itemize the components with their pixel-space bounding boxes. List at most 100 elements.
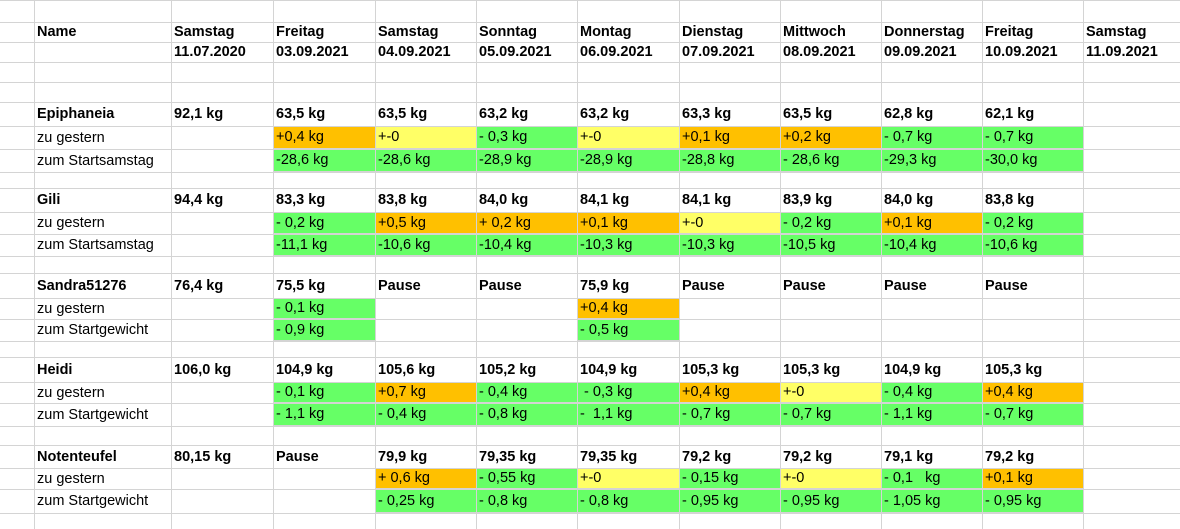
table-cell[interactable]: +0,1 kg bbox=[680, 127, 781, 149]
table-cell[interactable] bbox=[172, 469, 274, 489]
table-cell[interactable]: 84,1 kg bbox=[580, 192, 630, 209]
table-cell[interactable]: - 0,3 kg bbox=[578, 383, 680, 403]
table-cell[interactable]: - 28,6 kg bbox=[781, 150, 882, 172]
table-cell[interactable] bbox=[376, 320, 477, 341]
table-cell[interactable]: -28,6 kg bbox=[376, 150, 477, 172]
table-cell[interactable]: -10,3 kg bbox=[578, 235, 680, 256]
table-cell[interactable]: + 0,6 kg bbox=[376, 469, 477, 489]
row-label-cell[interactable]: zu gestern bbox=[37, 470, 105, 487]
table-cell[interactable]: -28,8 kg bbox=[680, 150, 781, 172]
table-cell[interactable]: 104,9 kg bbox=[580, 361, 638, 378]
table-cell[interactable]: - 0,95 kg bbox=[781, 490, 882, 513]
table-cell[interactable]: - 0,95 kg bbox=[983, 490, 1084, 513]
table-cell[interactable]: - 0,9 kg bbox=[274, 320, 376, 341]
table-cell[interactable]: -28,9 kg bbox=[477, 150, 578, 172]
table-cell[interactable] bbox=[274, 490, 376, 513]
table-cell[interactable]: 09.09.2021 bbox=[884, 44, 957, 61]
table-cell[interactable]: -30,0 kg bbox=[983, 150, 1084, 172]
table-cell[interactable]: - 1,1 kg bbox=[578, 404, 680, 426]
table-cell[interactable]: Pause bbox=[783, 277, 826, 294]
row-label-cell[interactable]: zu gestern bbox=[37, 129, 105, 146]
table-cell[interactable]: 84,1 kg bbox=[682, 192, 732, 209]
table-cell[interactable]: - 0,7 kg bbox=[983, 127, 1084, 149]
table-cell[interactable]: +0,1 kg bbox=[983, 469, 1084, 489]
table-cell[interactable]: Dienstag bbox=[682, 24, 744, 41]
row-label-cell[interactable]: zu gestern bbox=[37, 300, 105, 317]
table-cell[interactable]: - 0,1 kg bbox=[274, 299, 376, 319]
table-cell[interactable] bbox=[477, 299, 578, 319]
table-cell[interactable]: - 0,7 kg bbox=[781, 404, 882, 426]
table-cell[interactable]: 92,1 kg bbox=[174, 106, 224, 123]
table-cell[interactable] bbox=[172, 320, 274, 341]
table-cell[interactable]: 80,15 kg bbox=[174, 448, 232, 465]
row-label-cell[interactable]: zum Startsamstag bbox=[37, 237, 154, 254]
table-cell[interactable]: 84,0 kg bbox=[479, 192, 529, 209]
table-cell[interactable]: +-0 bbox=[578, 469, 680, 489]
table-cell[interactable]: - 0,55 kg bbox=[477, 469, 578, 489]
table-cell[interactable]: +-0 bbox=[680, 213, 781, 234]
table-cell[interactable]: 63,5 kg bbox=[378, 106, 428, 123]
table-cell[interactable]: 83,8 kg bbox=[985, 192, 1035, 209]
table-cell[interactable]: +0,5 kg bbox=[376, 213, 477, 234]
table-cell[interactable]: 11.09.2021 bbox=[1086, 44, 1158, 61]
table-cell[interactable]: - 0,4 kg bbox=[376, 404, 477, 426]
row-label-cell[interactable]: Epiphaneia bbox=[37, 106, 115, 123]
table-cell[interactable]: - 0,2 kg bbox=[983, 213, 1084, 234]
table-cell[interactable]: - 0,7 kg bbox=[680, 404, 781, 426]
table-cell[interactable]: 106,0 kg bbox=[174, 361, 232, 378]
table-cell[interactable]: - 0,1 kg bbox=[274, 383, 376, 403]
table-cell[interactable]: -10,5 kg bbox=[781, 235, 882, 256]
table-cell[interactable]: 79,2 kg bbox=[985, 448, 1035, 465]
table-cell[interactable]: 08.09.2021 bbox=[783, 44, 856, 61]
table-cell[interactable]: Pause bbox=[985, 277, 1028, 294]
table-cell[interactable]: -10,6 kg bbox=[376, 235, 477, 256]
table-cell[interactable]: Mittwoch bbox=[783, 24, 846, 41]
table-cell[interactable] bbox=[172, 490, 274, 513]
table-cell[interactable]: Samstag bbox=[1086, 24, 1147, 41]
table-cell[interactable]: +0,4 kg bbox=[983, 383, 1084, 403]
table-cell[interactable]: Samstag bbox=[378, 24, 439, 41]
table-cell[interactable]: - 1,1 kg bbox=[274, 404, 376, 426]
table-cell[interactable]: -10,4 kg bbox=[477, 235, 578, 256]
table-cell[interactable]: Pause bbox=[276, 448, 319, 465]
table-cell[interactable]: 105,3 kg bbox=[985, 361, 1043, 378]
table-cell[interactable]: +0,4 kg bbox=[578, 299, 680, 319]
table-cell[interactable]: Montag bbox=[580, 24, 632, 41]
table-cell[interactable]: Pause bbox=[884, 277, 927, 294]
table-cell[interactable]: +-0 bbox=[781, 383, 882, 403]
table-cell[interactable] bbox=[274, 469, 376, 489]
table-cell[interactable] bbox=[172, 383, 274, 403]
table-cell[interactable]: -11,1 kg bbox=[274, 235, 376, 256]
table-cell[interactable]: 75,9 kg bbox=[580, 277, 630, 294]
table-cell[interactable]: 83,8 kg bbox=[378, 192, 428, 209]
table-cell[interactable]: - 0,95 kg bbox=[680, 490, 781, 513]
table-cell[interactable]: Pause bbox=[682, 277, 725, 294]
table-cell[interactable]: 05.09.2021 bbox=[479, 44, 552, 61]
table-cell[interactable]: 79,1 kg bbox=[884, 448, 934, 465]
table-cell[interactable]: Pause bbox=[378, 277, 421, 294]
table-cell[interactable] bbox=[172, 404, 274, 426]
table-cell[interactable]: 79,2 kg bbox=[783, 448, 833, 465]
table-cell[interactable]: 104,9 kg bbox=[884, 361, 942, 378]
table-cell[interactable]: Sonntag bbox=[479, 24, 537, 41]
table-cell[interactable]: - 0,15 kg bbox=[680, 469, 781, 489]
table-cell[interactable]: +0,1 kg bbox=[578, 213, 680, 234]
table-cell[interactable]: - 0,7 kg bbox=[882, 127, 983, 149]
table-cell[interactable]: 11.07.2020 bbox=[174, 44, 246, 61]
table-cell[interactable] bbox=[172, 127, 274, 149]
table-cell[interactable] bbox=[172, 235, 274, 256]
table-cell[interactable]: 63,3 kg bbox=[682, 106, 732, 123]
table-cell[interactable] bbox=[172, 299, 274, 319]
table-cell[interactable]: +-0 bbox=[376, 127, 477, 149]
table-cell[interactable]: - 0,4 kg bbox=[477, 383, 578, 403]
table-cell[interactable]: - 0,8 kg bbox=[578, 490, 680, 513]
table-cell[interactable]: - 1,1 kg bbox=[882, 404, 983, 426]
row-label-cell[interactable]: Sandra51276 bbox=[37, 277, 127, 294]
table-cell[interactable]: +0,1 kg bbox=[882, 213, 983, 234]
table-cell[interactable]: 84,0 kg bbox=[884, 192, 934, 209]
table-cell[interactable]: 75,5 kg bbox=[276, 277, 326, 294]
table-cell[interactable]: - 0,2 kg bbox=[274, 213, 376, 234]
table-cell[interactable]: -28,9 kg bbox=[578, 150, 680, 172]
table-cell[interactable] bbox=[172, 150, 274, 172]
table-cell[interactable]: 105,3 kg bbox=[783, 361, 841, 378]
